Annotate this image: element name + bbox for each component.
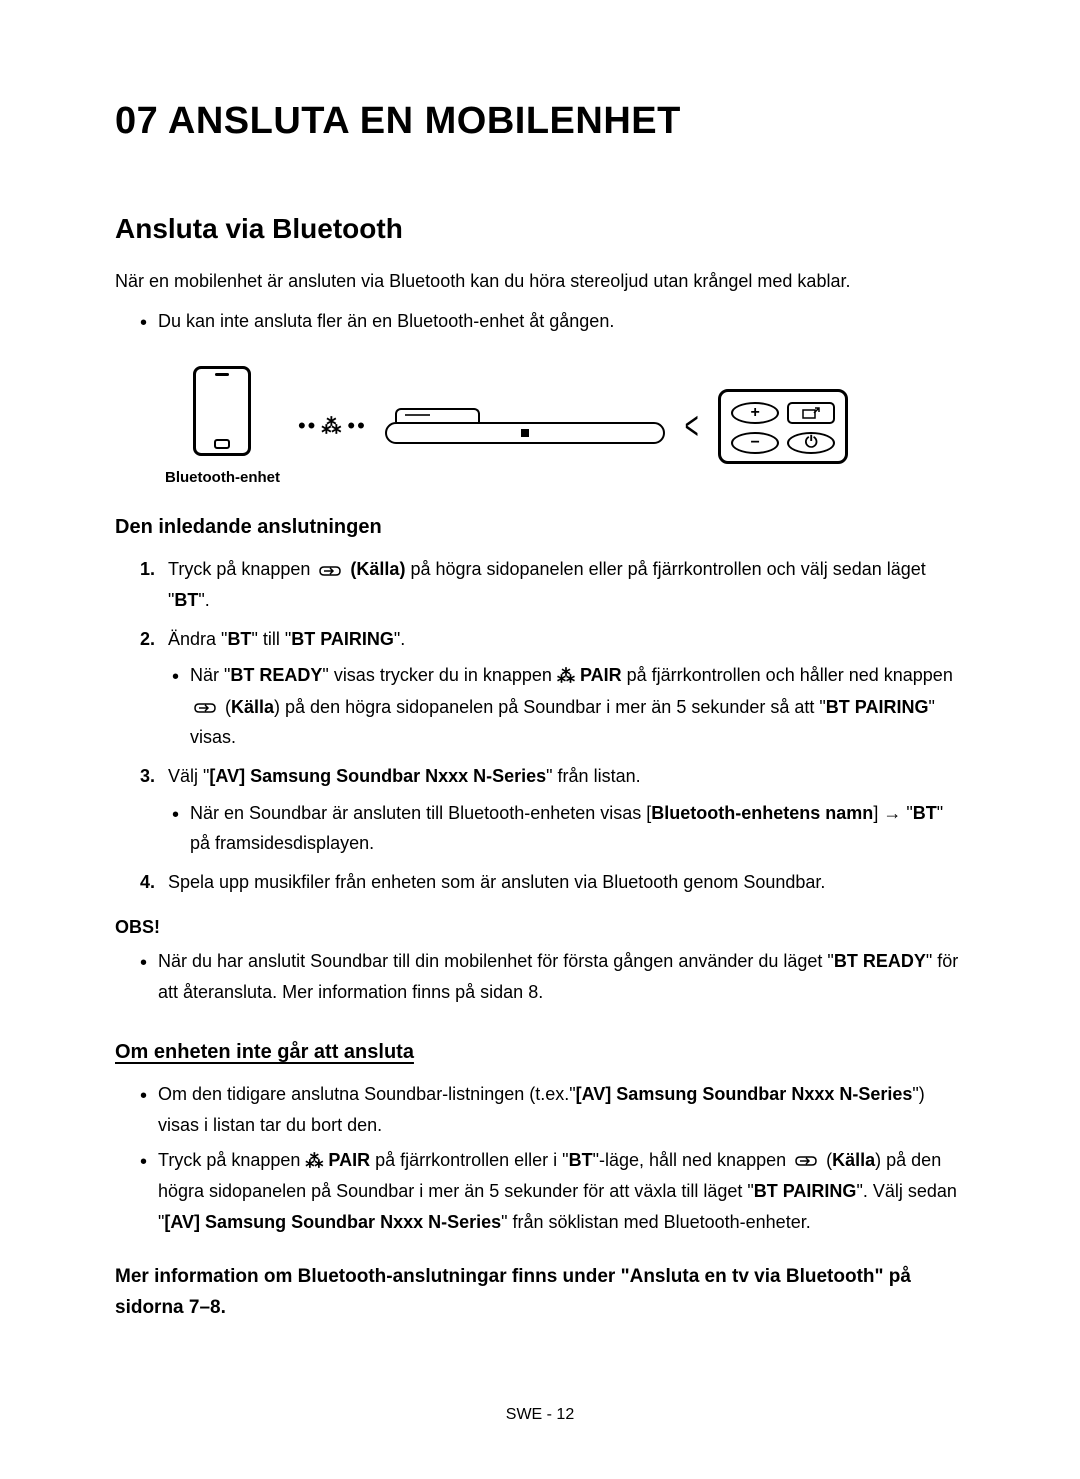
chevron-left-icon: < <box>684 416 698 436</box>
step-2-sub-item: När "BT READY" visas trycker du in knapp… <box>168 660 965 753</box>
phone-label: Bluetooth-enhet <box>165 469 280 486</box>
step-4: Spela upp musikfiler från enheten som är… <box>140 867 965 898</box>
troubleshoot-heading: Om enheten inte går att ansluta <box>115 1041 414 1064</box>
troubleshoot-list: Om den tidigare anslutna Soundbar-listni… <box>115 1079 965 1237</box>
phone-section: Bluetooth-enhet <box>165 366 280 486</box>
note-item: När du har anslutit Soundbar till din mo… <box>140 946 965 1007</box>
step-2: Ändra "BT" till "BT PAIRING". När "BT RE… <box>140 624 965 753</box>
step-3-sub: När en Soundbar är ansluten till Bluetoo… <box>168 798 965 859</box>
chapter-title: 07 ANSLUTA EN MOBILENHET <box>115 100 965 143</box>
source-icon <box>318 564 342 578</box>
soundbar-top-icon <box>395 408 480 422</box>
intro-bullets: Du kan inte ansluta fler än en Bluetooth… <box>115 306 965 337</box>
source-icon <box>193 701 217 715</box>
note-bullets: När du har anslutit Soundbar till din mo… <box>115 946 965 1007</box>
bluetooth-pair-icon: ⁂ <box>305 1151 323 1171</box>
troubleshoot-item-1: Om den tidigare anslutna Soundbar-listni… <box>140 1079 965 1140</box>
intro-bullet-item: Du kan inte ansluta fler än en Bluetooth… <box>140 306 965 337</box>
troubleshoot-item-2: Tryck på knappen ⁂ PAIR på fjärrkontroll… <box>140 1145 965 1238</box>
initial-connection-heading: Den inledande anslutningen <box>115 516 965 539</box>
bluetooth-pair-icon: ⁂ <box>557 666 575 686</box>
intro-paragraph: När en mobilenhet är ansluten via Blueto… <box>115 267 965 296</box>
remote-power-icon: ⏻ <box>787 432 835 454</box>
remote-icon: + − ⏻ <box>718 389 848 464</box>
soundbar-section <box>385 408 665 444</box>
source-icon <box>794 1154 818 1168</box>
remote-plus-icon: + <box>731 402 779 424</box>
bluetooth-connect-icon: ••⁂•• <box>298 413 367 439</box>
remote-source-icon <box>787 402 835 424</box>
note-heading: OBS! <box>115 917 965 938</box>
step-3: Välj "[AV] Samsung Soundbar Nxxx N-Serie… <box>140 761 965 859</box>
step-3-sub-item: När en Soundbar är ansluten till Bluetoo… <box>168 798 965 859</box>
steps-list: Tryck på knappen (Källa) på högra sidopa… <box>115 554 965 897</box>
section-title: Ansluta via Bluetooth <box>115 213 965 245</box>
soundbar-icon <box>385 422 665 444</box>
closing-text: Mer information om Bluetooth-anslutninga… <box>115 1262 965 1323</box>
connection-diagram: Bluetooth-enhet ••⁂•• < + − ⏻ <box>165 366 965 486</box>
step-1: Tryck på knappen (Källa) på högra sidopa… <box>140 554 965 615</box>
step-2-sub: När "BT READY" visas trycker du in knapp… <box>168 660 965 753</box>
page-footer: SWE - 12 <box>0 1406 1080 1424</box>
remote-minus-icon: − <box>731 432 779 454</box>
phone-icon <box>193 366 251 456</box>
